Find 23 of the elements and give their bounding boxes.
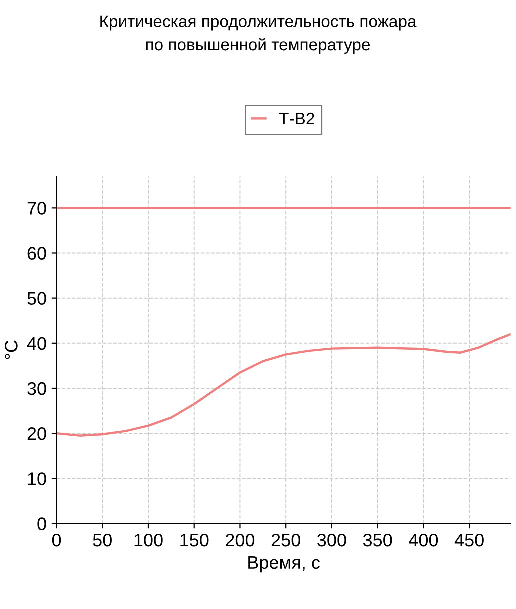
x-tick-label: 200 [226, 534, 255, 547]
y-tick-label: 50 [28, 292, 46, 306]
y-tick-label: 40 [27, 337, 46, 350]
x-tick-label: 0 [52, 534, 62, 547]
x-tick-label: 150 [180, 534, 209, 547]
y-tick-label: 0 [38, 518, 46, 530]
x-tick-label: 450 [454, 534, 484, 547]
x-tick-label: 250 [272, 534, 300, 547]
x-tick-label: 350 [363, 534, 392, 547]
y-axis-title: °C [5, 340, 18, 360]
y-tick-label: 60 [28, 247, 46, 260]
x-tick-label: 300 [318, 534, 346, 547]
x-axis-title: Время, с [248, 556, 320, 573]
x-tick-label: 400 [409, 534, 438, 547]
y-tick-label: 30 [28, 382, 46, 396]
legend-label: Т-В2 [279, 112, 314, 125]
y-tick-label: 10 [28, 472, 46, 486]
chart-title: Критическая продолжительность пожара по повышенной температуре [100, 16, 417, 54]
y-tick-label: 20 [28, 428, 46, 440]
y-tick-label: 70 [28, 202, 46, 215]
line-series [56, 333, 511, 437]
x-tick-label: 100 [134, 534, 163, 547]
x-tick-label: 50 [93, 534, 112, 547]
